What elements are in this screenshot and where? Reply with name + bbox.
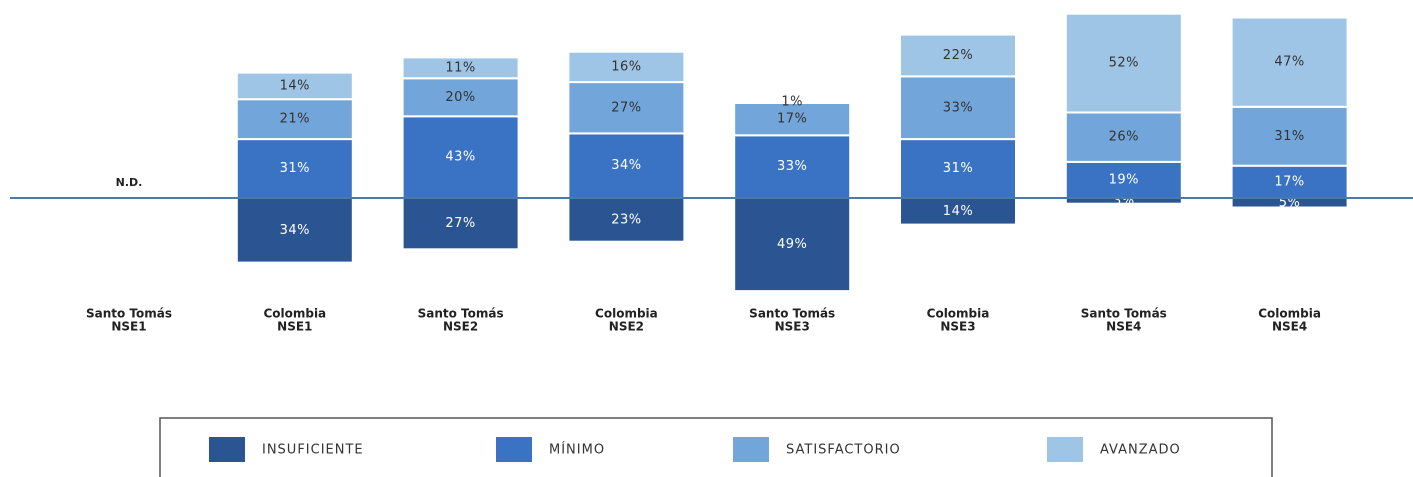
value-label: 16% xyxy=(611,59,641,74)
x-tick-label: NSE1 xyxy=(277,320,312,334)
legend-swatch xyxy=(496,437,532,462)
bar-segment xyxy=(235,138,354,200)
value-label: 33% xyxy=(777,159,807,174)
x-tick-label: NSE3 xyxy=(775,320,810,334)
value-label: 43% xyxy=(445,150,475,165)
bar-segment xyxy=(567,132,686,199)
x-tick-label: Colombia xyxy=(1258,307,1321,321)
value-label: 33% xyxy=(943,100,973,115)
bar-segment xyxy=(401,115,520,199)
legend-swatch xyxy=(1047,437,1083,462)
value-label: 26% xyxy=(1109,130,1139,145)
value-label: 27% xyxy=(611,100,641,115)
bar-segment xyxy=(235,197,354,264)
annotation: N.D. xyxy=(116,176,143,189)
legend-swatch xyxy=(209,437,245,462)
value-label: 49% xyxy=(777,237,807,252)
x-tick-label: Santo Tomás xyxy=(1081,307,1167,321)
x-tick-label: NSE2 xyxy=(443,320,478,334)
bar-segment xyxy=(401,77,520,118)
value-label: 17% xyxy=(777,112,807,127)
bar-segment xyxy=(899,33,1017,78)
x-tick-label: NSE1 xyxy=(111,320,146,334)
value-label: 22% xyxy=(943,48,973,63)
value-label: 17% xyxy=(1274,174,1304,189)
value-label: 14% xyxy=(280,78,310,93)
value-label: 11% xyxy=(445,60,475,75)
value-label: 20% xyxy=(445,90,475,105)
value-label: 31% xyxy=(1274,129,1304,144)
x-tick-label: Santo Tomás xyxy=(418,307,504,321)
value-label: 34% xyxy=(611,158,641,173)
value-label: 47% xyxy=(1274,55,1304,70)
x-tick-label: Santo Tomás xyxy=(749,307,835,321)
value-label: 34% xyxy=(280,223,310,238)
bar-segment xyxy=(1064,160,1183,199)
bar-segment xyxy=(899,75,1017,141)
value-label: 31% xyxy=(943,161,973,176)
x-tick-label: Colombia xyxy=(927,307,990,321)
bar-segment xyxy=(1230,16,1349,108)
x-tick-label: NSE2 xyxy=(609,320,644,334)
bar-segment xyxy=(1230,164,1349,199)
legend-box xyxy=(159,417,1273,477)
bar-segment xyxy=(733,100,852,104)
value-label: 1% xyxy=(781,95,803,110)
value-label: 19% xyxy=(1109,172,1139,187)
value-label: 27% xyxy=(445,216,475,231)
bar-segment xyxy=(401,56,520,80)
x-tick-label: NSE4 xyxy=(1106,320,1141,334)
legend-label: INSUFICIENTE xyxy=(262,443,364,458)
bar-segment xyxy=(567,50,686,84)
value-label: 14% xyxy=(943,204,973,219)
x-tick-label: NSE4 xyxy=(1272,320,1307,334)
x-tick-label: Colombia xyxy=(595,307,658,321)
bar-segment xyxy=(1064,12,1183,114)
bar-segment xyxy=(1064,111,1183,163)
bar-segment xyxy=(567,197,686,243)
x-tick-label: Colombia xyxy=(263,307,326,321)
legend-label: AVANZADO xyxy=(1100,443,1181,458)
bar-segment xyxy=(235,71,354,101)
x-tick-label: Santo Tomás xyxy=(86,307,172,321)
bar-segment xyxy=(733,197,852,293)
legend-swatch xyxy=(733,437,769,462)
value-label: 23% xyxy=(611,212,641,227)
value-label: 52% xyxy=(1109,56,1139,71)
x-tick-label: NSE3 xyxy=(940,320,975,334)
bar-segment xyxy=(1230,105,1349,167)
legend-label: MÍNIMO xyxy=(549,442,605,458)
bar-segment xyxy=(401,197,520,251)
value-label: 31% xyxy=(280,161,310,176)
value-label: 21% xyxy=(280,112,310,127)
legend-label: SATISFACTORIO xyxy=(786,443,901,458)
